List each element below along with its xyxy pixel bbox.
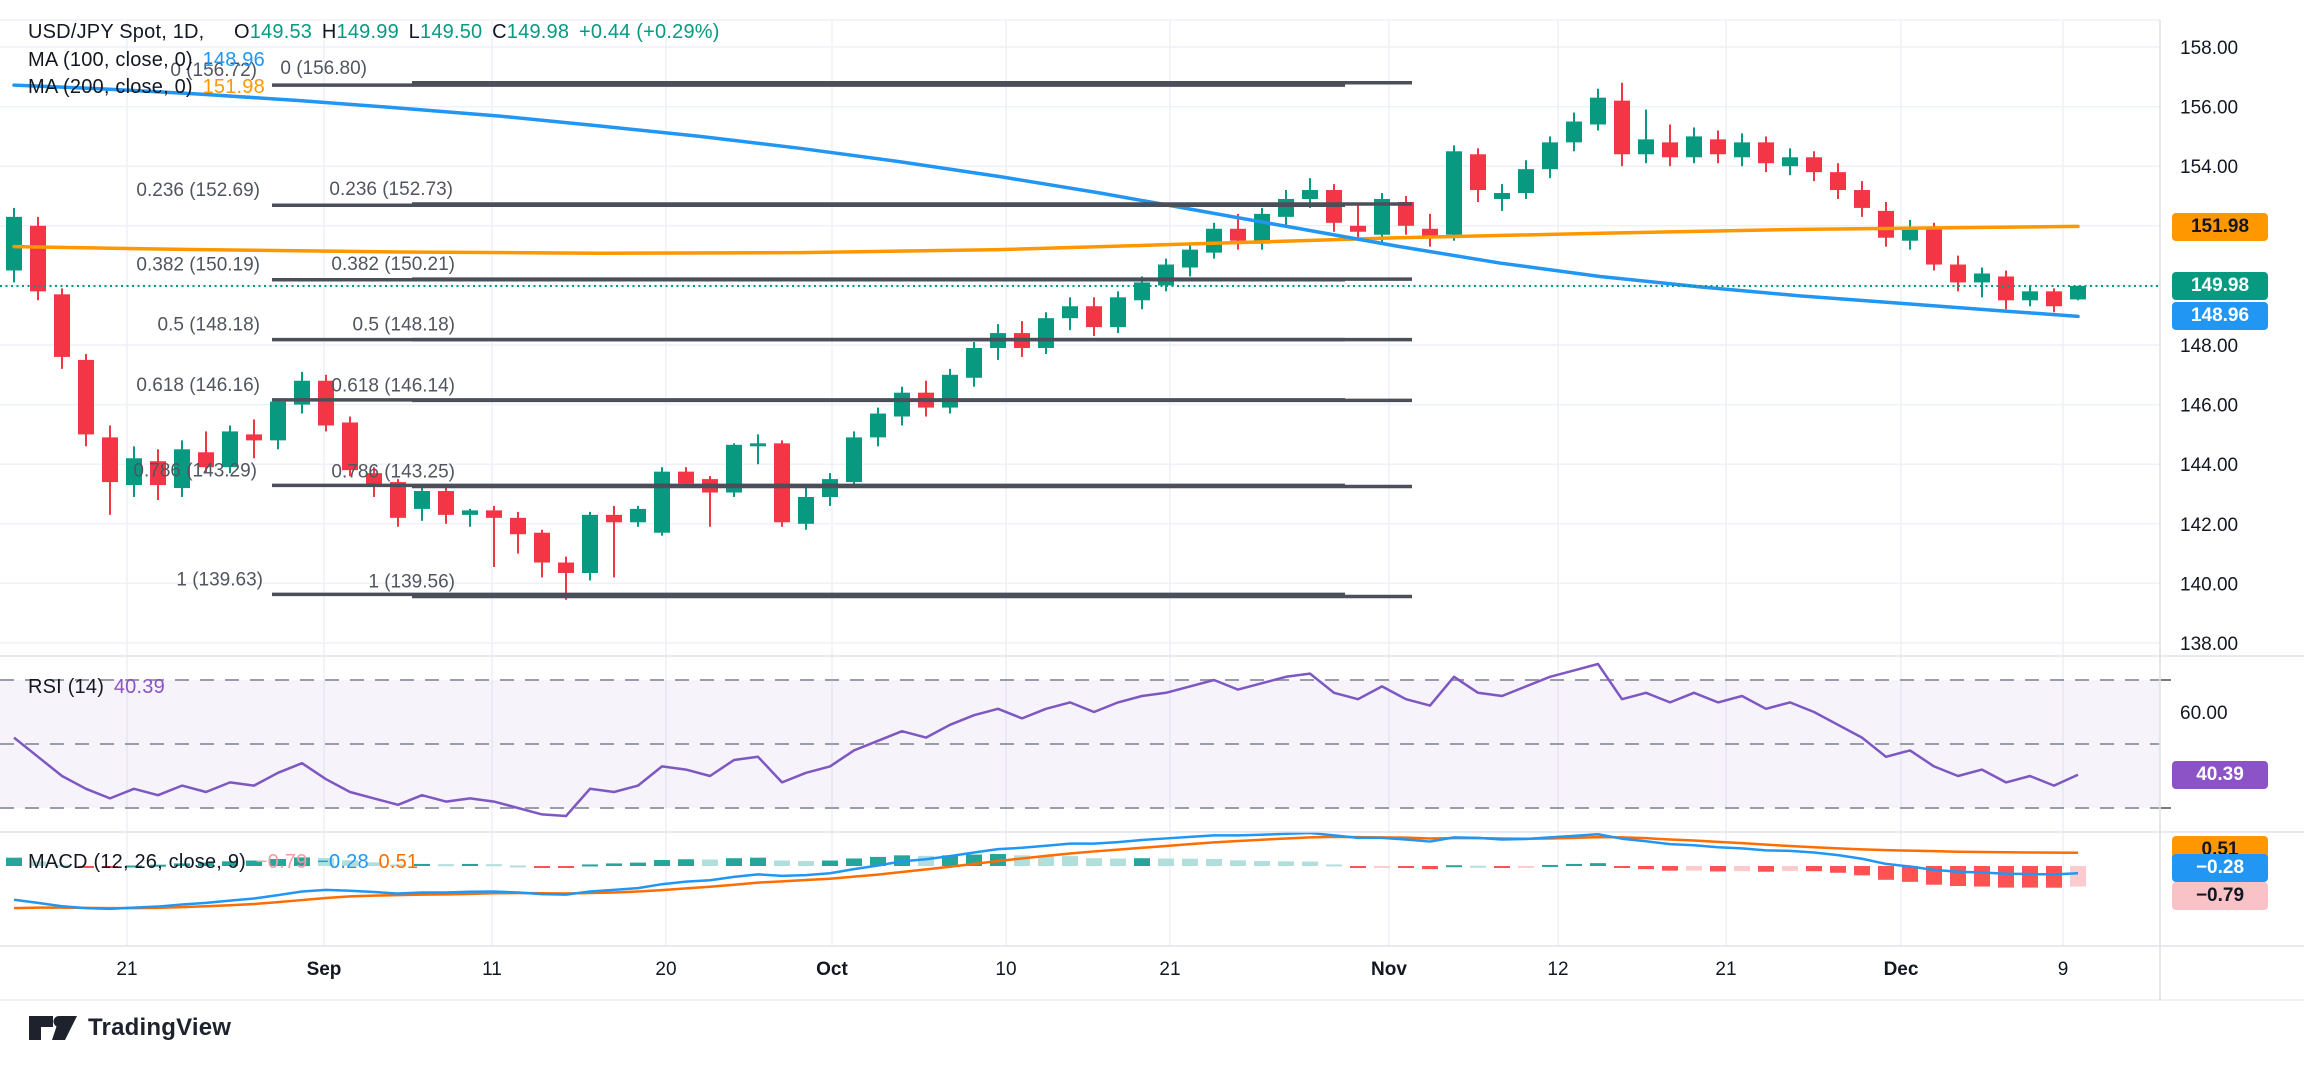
symbol-legend[interactable]: USD/JPY Spot, 1D, O149.53 H149.99 L149.5… [28, 21, 724, 44]
fib-level-label: 0.382 (150.21) [331, 254, 455, 275]
fibonacci-retracements: 0 (156.72) 0.236 (152.69) 0.382 (150.19) 0.… [133, 58, 1412, 599]
time-axis-label: 21 [1715, 959, 1736, 980]
fib-level-label: 0 (156.72) [170, 60, 257, 81]
moving-average-lines [12, 83, 2080, 319]
rsi-value: 40.39 [113, 676, 165, 698]
rsi-badge: 40.39 [2172, 761, 2268, 789]
macd-series [6, 831, 2086, 911]
fib-level-label: 0.786 (143.29) [133, 460, 257, 481]
price-badge-last: 149.98 [2172, 272, 2268, 300]
fib-level-label: 0.236 (152.69) [136, 180, 260, 201]
price-badge-ma100: 148.96 [2172, 302, 2268, 330]
fib-level-label: 0.382 (150.19) [136, 255, 260, 276]
price-badge-ma200: 151.98 [2172, 213, 2268, 241]
time-axis-label: 10 [995, 959, 1016, 980]
ohlc-open-label: O [233, 21, 250, 43]
tradingview-logo-icon [29, 1016, 77, 1040]
ohlc-low-label: L [408, 21, 420, 43]
time-axis-label: Sep [307, 959, 342, 980]
macd-hist-value: −0.79 [255, 851, 308, 873]
macd-legend[interactable]: MACD (12, 26, close, 9) −0.79 −0.28 0.51 [28, 851, 422, 874]
symbol-title: USD/JPY Spot, 1D, [28, 21, 205, 43]
time-axis-label: 12 [1547, 959, 1568, 980]
macd-badge-line: −0.28 [2172, 854, 2268, 882]
fib-level-label: 0.618 (146.16) [136, 375, 260, 396]
price-axis-label: 140.00 [2180, 574, 2238, 595]
ma100-legend[interactable]: MA (100, close, 0) 148.96 [28, 49, 269, 72]
price-axis-label: 158.00 [2180, 38, 2238, 59]
price-axis-label: 142.00 [2180, 515, 2238, 536]
fib-level-label: 0 (156.80) [280, 58, 367, 79]
time-axis-label: 21 [116, 959, 137, 980]
fib-level-label: 0.5 (148.18) [158, 315, 260, 336]
fib-level-label: 1 (139.63) [176, 569, 263, 590]
time-axis-label: Nov [1371, 959, 1407, 980]
time-axis-label: Dec [1884, 959, 1919, 980]
ma200-value: 151.98 [202, 76, 265, 98]
price-axis-label: 146.00 [2180, 396, 2238, 417]
pane-borders [0, 20, 2304, 1001]
fib-level-label: 0.236 (152.73) [329, 179, 453, 200]
rsi-series [13, 662, 2079, 818]
ma100-value: 148.96 [202, 49, 265, 71]
ohlc-close-label: C [492, 21, 507, 43]
tradingview-logo-text: TradingView [88, 1014, 232, 1041]
ohlc-open-value: 149.53 [249, 21, 313, 43]
grid-lines [0, 19, 2160, 946]
fib-level-label: 0.786 (143.25) [331, 462, 455, 483]
price-axis-label: 144.00 [2180, 455, 2238, 476]
axis-labels: 158.00156.00154.00152.00150.00148.00146.… [116, 38, 2238, 980]
macd-badge-hist: −0.79 [2172, 882, 2268, 910]
price-axis-label: 156.00 [2180, 98, 2238, 119]
rsi-axis-label: 60.00 [2180, 703, 2228, 724]
time-axis-label: 20 [655, 959, 676, 980]
price-axis-label: 154.00 [2180, 157, 2238, 178]
ohlc-low-value: 149.50 [420, 21, 483, 43]
ohlc-high-label: H [321, 21, 337, 43]
price-change: +0.44 (+0.29%) [578, 21, 720, 43]
time-axis-label: 11 [482, 959, 502, 980]
fib-level-label: 0.618 (146.14) [331, 375, 455, 396]
rsi-band [0, 679, 2160, 809]
rsi-legend[interactable]: RSI (14) 40.39 [28, 676, 169, 699]
ma200-legend[interactable]: MA (200, close, 0) 151.98 [28, 76, 269, 99]
fib-level-label: 0.5 (148.18) [353, 315, 455, 336]
macd-line-value: −0.28 [317, 851, 369, 873]
fib-level-label: 1 (139.56) [368, 572, 455, 593]
rsi-label: RSI (14) [28, 676, 105, 698]
price-axis-label: 138.00 [2180, 634, 2238, 655]
tradingview-logo[interactable]: TradingView [28, 1010, 231, 1046]
macd-label: MACD (12, 26, close, 9) [28, 851, 247, 873]
ma200-label: MA (200, close, 0) [28, 76, 193, 98]
ohlc-close-value: 149.98 [506, 21, 570, 43]
price-axis-label: 148.00 [2180, 336, 2238, 357]
time-axis-label: 21 [1159, 959, 1180, 980]
time-axis-label: 9 [2058, 959, 2069, 980]
macd-signal-value: 0.51 [378, 851, 419, 873]
time-axis-label: Oct [816, 959, 848, 980]
ohlc-high-value: 149.99 [336, 21, 399, 43]
ma100-label: MA (100, close, 0) [28, 49, 193, 71]
